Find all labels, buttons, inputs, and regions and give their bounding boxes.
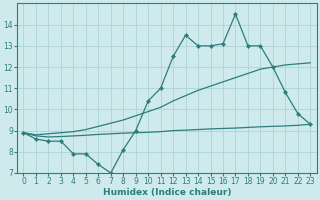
X-axis label: Humidex (Indice chaleur): Humidex (Indice chaleur) [103, 188, 231, 197]
